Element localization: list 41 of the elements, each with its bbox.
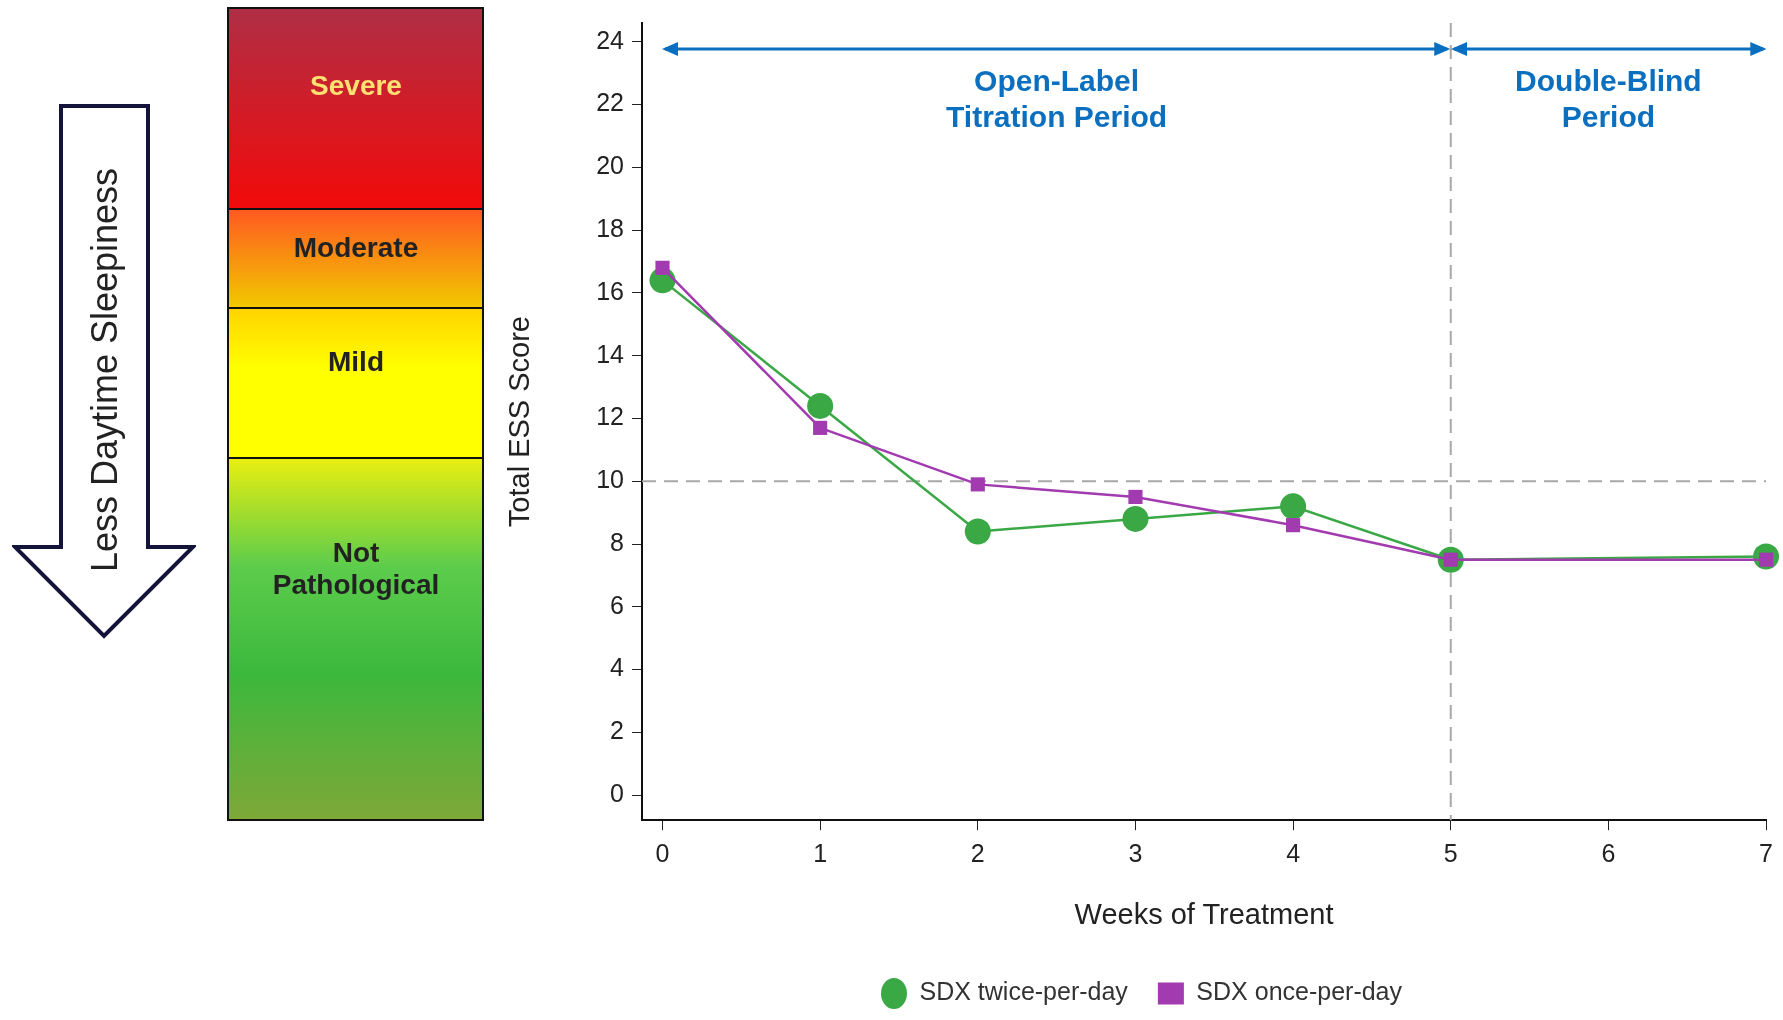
y-tick-label: 8: [610, 527, 624, 556]
y-tick-label: 22: [596, 88, 624, 117]
legend-label: SDX twice-per-day: [919, 977, 1129, 1006]
x-tick-label: 1: [813, 839, 828, 868]
x-tick-label: 5: [1443, 839, 1458, 868]
text: Severe: [310, 70, 402, 102]
y-tick-label: 14: [596, 339, 625, 368]
y-tick-label: 20: [596, 151, 624, 180]
point: [807, 392, 834, 419]
point: [655, 260, 670, 275]
point: [1286, 518, 1301, 533]
y-tick-label: 4: [610, 653, 625, 682]
x-tick-label: 6: [1601, 839, 1616, 868]
x-tick-label: 2: [970, 839, 985, 868]
y-tick-label: 18: [596, 214, 624, 243]
y-tick-label: 6: [610, 590, 624, 619]
text: Less Daytime Sleepiness: [84, 167, 126, 573]
y-tick-label: 24: [596, 25, 625, 54]
text: Mild: [328, 346, 384, 378]
point: [813, 420, 828, 435]
x-tick-label: 3: [1128, 839, 1143, 868]
x-tick-label: 7: [1759, 839, 1773, 868]
text: Not Pathological: [271, 537, 441, 601]
point: [1128, 489, 1143, 504]
y-tick-label: 10: [596, 465, 624, 494]
y-tick-label: 2: [610, 716, 624, 745]
point: [970, 477, 985, 492]
x-axis-title: Weeks of Treatment: [1074, 897, 1334, 930]
y-tick-label: 12: [596, 402, 624, 431]
x-tick-label: 4: [1286, 839, 1301, 868]
point: [964, 518, 991, 545]
text: Moderate: [293, 232, 419, 264]
point: [1122, 505, 1149, 532]
y-axis-title: Total ESS Score: [503, 316, 536, 528]
legend-label: SDX once-per-day: [1196, 977, 1403, 1006]
x-tick-label: 0: [655, 839, 670, 868]
annotation: Open-Label Titration Period: [945, 63, 1169, 135]
point: [1280, 493, 1307, 520]
annotation: Double-Blind Period: [1514, 63, 1703, 135]
y-tick-label: 16: [596, 276, 624, 305]
y-tick-label: 0: [610, 778, 624, 807]
